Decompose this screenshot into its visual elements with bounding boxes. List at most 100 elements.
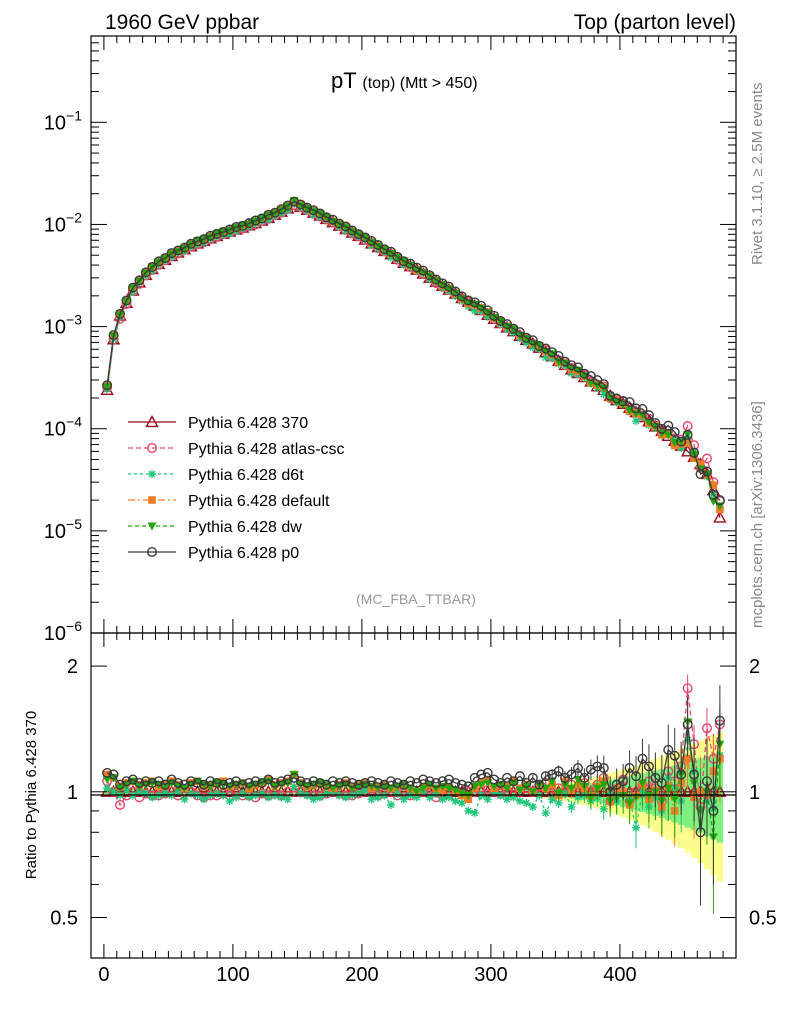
data-point	[450, 786, 460, 795]
data-point	[514, 327, 525, 338]
data-point	[632, 417, 641, 426]
data-point	[528, 802, 537, 811]
data-point	[515, 786, 525, 795]
data-point	[680, 784, 695, 797]
data-point	[566, 769, 577, 780]
data-point	[166, 248, 177, 259]
data-point	[173, 245, 184, 256]
data-point	[554, 790, 564, 799]
data-point	[598, 763, 609, 774]
data-point	[483, 309, 493, 318]
y-tick-label: 10−1	[44, 107, 82, 134]
data-point	[443, 281, 454, 292]
data-point	[244, 218, 255, 229]
data-point	[508, 779, 518, 788]
data-point	[599, 781, 609, 790]
ratio-y-tick-label-right: 2	[749, 656, 760, 678]
data-point	[431, 777, 442, 788]
ratio-y-tick-label: 0.5	[50, 908, 78, 930]
data-point	[250, 776, 261, 787]
ratio-series-line	[106, 720, 721, 833]
data-point	[637, 404, 648, 415]
legend-entry: Pythia 6.428 370	[128, 415, 308, 432]
data-point	[180, 795, 189, 804]
data-point	[140, 267, 151, 278]
data-point	[405, 776, 416, 787]
data-point	[263, 777, 273, 786]
plot-title: pT (top) (Mtt > 450)	[331, 68, 478, 93]
data-point	[567, 784, 577, 793]
data-point	[211, 228, 222, 239]
data-point	[115, 799, 126, 810]
data-point	[122, 785, 131, 794]
data-point	[528, 788, 538, 797]
data-point	[314, 777, 325, 788]
data-point	[160, 782, 170, 791]
data-point	[572, 362, 583, 373]
data-point	[148, 793, 157, 802]
data-point	[327, 776, 338, 787]
data-point	[135, 787, 144, 796]
y-tick-label: 10−4	[44, 414, 82, 441]
data-point	[450, 286, 461, 297]
data-point	[245, 793, 254, 802]
data-point	[489, 310, 500, 321]
data-point	[502, 319, 513, 330]
data-point	[444, 793, 453, 802]
data-point	[418, 784, 428, 793]
data-point	[108, 330, 119, 341]
data-point	[205, 776, 216, 787]
data-point	[708, 489, 719, 500]
data-point	[495, 316, 506, 327]
data-point	[102, 767, 113, 778]
series-line	[106, 199, 721, 510]
data-point	[624, 397, 635, 408]
legend-label: Pythia 6.428 atlas-csc	[188, 441, 345, 458]
main-plot-curves	[100, 196, 727, 523]
data-point	[302, 777, 313, 788]
data-point	[527, 335, 538, 346]
data-point	[592, 761, 603, 772]
data-point	[385, 776, 396, 787]
data-point	[366, 776, 377, 787]
data-point	[192, 777, 203, 788]
data-point	[496, 781, 506, 790]
data-point	[146, 547, 157, 558]
data-point	[199, 795, 208, 804]
data-point	[290, 782, 299, 791]
data-point	[689, 451, 699, 460]
data-point	[456, 779, 467, 790]
ratio-y-tick-label: 2	[67, 656, 78, 678]
x-tick-label: 200	[345, 964, 378, 986]
data-point	[508, 776, 519, 787]
data-point	[211, 777, 222, 788]
ratio-y-tick-label: 1	[67, 782, 78, 804]
data-point	[102, 383, 112, 392]
data-point	[308, 776, 319, 787]
data-point	[108, 786, 119, 797]
legend-entry: Pythia 6.428 p0	[128, 545, 299, 562]
data-point	[109, 787, 118, 796]
data-point	[412, 788, 422, 797]
data-point	[145, 415, 159, 428]
x-tick-label: 100	[216, 964, 249, 986]
data-point	[489, 314, 499, 323]
data-point	[611, 393, 622, 404]
legend-entry: Pythia 6.428 default	[128, 493, 330, 510]
data-point	[146, 443, 157, 454]
data-point	[605, 786, 616, 797]
data-point	[598, 379, 609, 390]
data-point	[282, 774, 293, 785]
data-point	[392, 254, 402, 263]
data-point	[643, 410, 654, 421]
data-point	[548, 795, 557, 804]
data-point	[385, 246, 396, 257]
data-point	[295, 776, 306, 787]
data-point	[572, 763, 583, 774]
data-point	[450, 777, 461, 788]
data-point	[224, 224, 235, 235]
data-point	[438, 795, 447, 804]
data-point	[643, 761, 654, 772]
data-point	[289, 771, 299, 780]
